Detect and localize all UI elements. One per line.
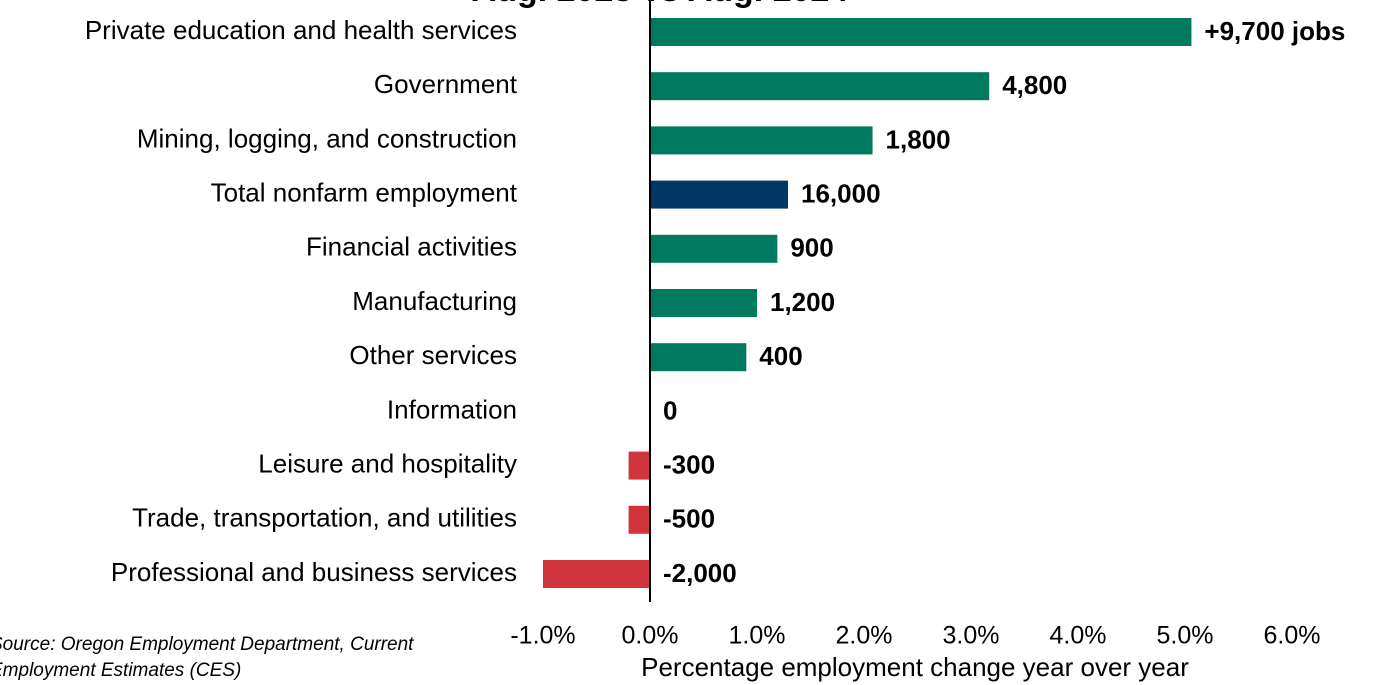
category-label: Professional and business services	[111, 557, 517, 587]
value-label: -300	[663, 449, 715, 479]
value-label: 4,800	[1002, 70, 1067, 100]
bar	[650, 18, 1192, 46]
chart-title: Aug. 2023 vs Aug. 2024	[472, 0, 849, 9]
category-label: Total nonfarm employment	[211, 177, 518, 207]
bar	[650, 72, 990, 101]
value-label: 0	[663, 395, 677, 425]
category-label: Leisure and hospitality	[258, 448, 517, 478]
x-axis-label: Percentage employment change year over y…	[641, 652, 1189, 682]
bar	[628, 451, 650, 480]
value-label: 1,200	[770, 287, 835, 317]
value-label: +9,700 jobs	[1204, 16, 1345, 46]
bar	[650, 234, 778, 263]
category-label: Information	[387, 394, 517, 424]
x-tick-label: 0.0%	[622, 622, 679, 650]
x-tick-label: 1.0%	[729, 622, 786, 650]
source: Source: Oregon Employment Department, Cu…	[0, 634, 414, 655]
x-tick-label: 3.0%	[943, 622, 1000, 650]
category-label: Mining, logging, and construction	[137, 123, 517, 153]
category-label: Trade, transportation, and utilities	[132, 503, 517, 533]
x-tick-label: 4.0%	[1050, 622, 1107, 650]
category-label: Government	[374, 69, 518, 99]
source: Employment Estimates (CES)	[0, 660, 241, 681]
bar	[650, 180, 789, 209]
x-tick-label: -1.0%	[510, 622, 575, 650]
x-tick-label: 2.0%	[836, 622, 893, 650]
bar	[628, 505, 650, 534]
category-label: Financial activities	[306, 232, 517, 262]
x-tick-label: 5.0%	[1157, 622, 1214, 650]
category-label: Manufacturing	[352, 286, 517, 316]
x-tick-label: 6.0%	[1264, 622, 1321, 650]
value-label: 16,000	[801, 178, 881, 208]
category-label: Private education and health services	[85, 15, 517, 45]
value-label: 1,800	[886, 124, 951, 154]
bar	[650, 343, 747, 372]
value-label: -500	[663, 504, 715, 534]
category-label: Other services	[349, 340, 517, 370]
bar	[650, 126, 873, 155]
value-label: 400	[759, 341, 802, 371]
value-label: -2,000	[663, 558, 737, 588]
bar	[543, 560, 650, 588]
bar	[650, 289, 757, 317]
value-label: 900	[790, 233, 833, 263]
